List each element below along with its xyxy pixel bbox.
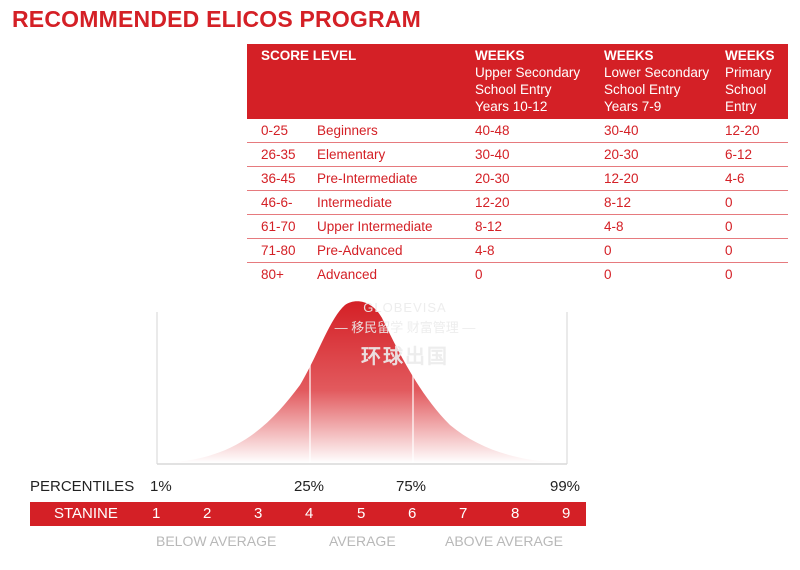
primary-weeks-cell: 0 xyxy=(725,267,733,282)
header-primary: WEEKS Primary School Entry xyxy=(717,44,789,119)
level-cell: Pre-Advanced xyxy=(317,238,462,263)
stanine-label: STANINE xyxy=(54,505,118,522)
level-cell: Beginners xyxy=(317,119,462,143)
upper-weeks-cell: 40-48 xyxy=(461,119,591,143)
table-row: 61-70 Upper Intermediate 8-12 4-8 0 xyxy=(247,214,789,239)
bell-curve xyxy=(157,301,567,463)
table-row: 80+ Advanced 0 0 0 xyxy=(247,263,788,287)
score-cell: 61-70 xyxy=(247,214,317,239)
score-cell: 36-45 xyxy=(247,166,317,191)
score-cell: 46-6- xyxy=(247,190,317,215)
band-average: AVERAGE xyxy=(329,533,396,549)
lower-weeks-cell: 4-8 xyxy=(590,214,718,239)
level-cell: Advanced xyxy=(317,267,378,282)
stanine-value: 9 xyxy=(562,505,571,522)
table-row: 0-25 Beginners 40-48 30-40 12-20 xyxy=(247,119,789,143)
header-score-level: SCORE LEVEL xyxy=(247,44,462,119)
band-above-average: ABOVE AVERAGE xyxy=(445,533,564,549)
percentile-value: 75% xyxy=(396,478,427,495)
percentile-value: 25% xyxy=(294,478,325,495)
primary-weeks-cell: 12-20 xyxy=(717,119,789,143)
upper-weeks-cell: 0 xyxy=(475,267,483,282)
score-table: SCORE LEVEL WEEKS Upper Secondary School… xyxy=(247,44,789,287)
upper-weeks-cell: 30-40 xyxy=(461,142,591,167)
stanine-value: 3 xyxy=(254,505,263,522)
stanine-value: 2 xyxy=(203,505,212,522)
stanine-value: 1 xyxy=(152,505,161,522)
score-cell: 71-80 xyxy=(247,238,317,263)
score-cell: 0-25 xyxy=(247,119,317,143)
percentiles-label: PERCENTILES xyxy=(30,478,135,495)
table-header-row: SCORE LEVEL WEEKS Upper Secondary School… xyxy=(247,44,789,119)
stanine-value: 8 xyxy=(511,505,520,522)
primary-weeks-cell: 0 xyxy=(717,214,789,239)
lower-weeks-cell: 30-40 xyxy=(590,119,718,143)
lower-weeks-cell: 20-30 xyxy=(590,142,718,167)
upper-weeks-cell: 12-20 xyxy=(461,190,591,215)
stanine-value: 4 xyxy=(305,505,314,522)
band-below-average: BELOW AVERAGE xyxy=(156,533,277,549)
level-cell: Intermediate xyxy=(317,190,462,215)
score-cell: 80+ xyxy=(261,267,284,282)
level-cell: Elementary xyxy=(317,142,462,167)
upper-weeks-cell: 8-12 xyxy=(461,214,591,239)
percentile-value: 1% xyxy=(150,478,172,495)
stanine-bar xyxy=(30,502,586,526)
level-cell: Pre-Intermediate xyxy=(317,166,462,191)
header-lower-secondary: WEEKS Lower Secondary School Entry Years… xyxy=(590,44,718,119)
primary-weeks-cell: 0 xyxy=(717,190,789,215)
score-cell: 26-35 xyxy=(247,142,317,167)
page-title: RECOMMENDED ELICOS PROGRAM xyxy=(12,6,421,32)
table-row: 46-6- Intermediate 12-20 8-12 0 xyxy=(247,190,789,215)
primary-weeks-cell: 0 xyxy=(717,238,789,263)
primary-weeks-cell: 4-6 xyxy=(717,166,789,191)
lower-weeks-cell: 0 xyxy=(604,267,612,282)
table-row: 36-45 Pre-Intermediate 20-30 12-20 4-6 xyxy=(247,166,789,191)
header-upper-secondary: WEEKS Upper Secondary School Entry Years… xyxy=(461,44,591,119)
lower-weeks-cell: 0 xyxy=(590,238,718,263)
stanine-value: 5 xyxy=(357,505,366,522)
lower-weeks-cell: 8-12 xyxy=(590,190,718,215)
lower-weeks-cell: 12-20 xyxy=(590,166,718,191)
primary-weeks-cell: 6-12 xyxy=(717,142,789,167)
upper-weeks-cell: 4-8 xyxy=(461,238,591,263)
stanine-value: 6 xyxy=(408,505,417,522)
upper-weeks-cell: 20-30 xyxy=(461,166,591,191)
percentile-value: 99% xyxy=(550,478,581,495)
level-cell: Upper Intermediate xyxy=(317,214,462,239)
table-row: 26-35 Elementary 30-40 20-30 6-12 xyxy=(247,142,789,167)
stanine-value: 7 xyxy=(459,505,468,522)
table-row: 71-80 Pre-Advanced 4-8 0 0 xyxy=(247,238,789,263)
